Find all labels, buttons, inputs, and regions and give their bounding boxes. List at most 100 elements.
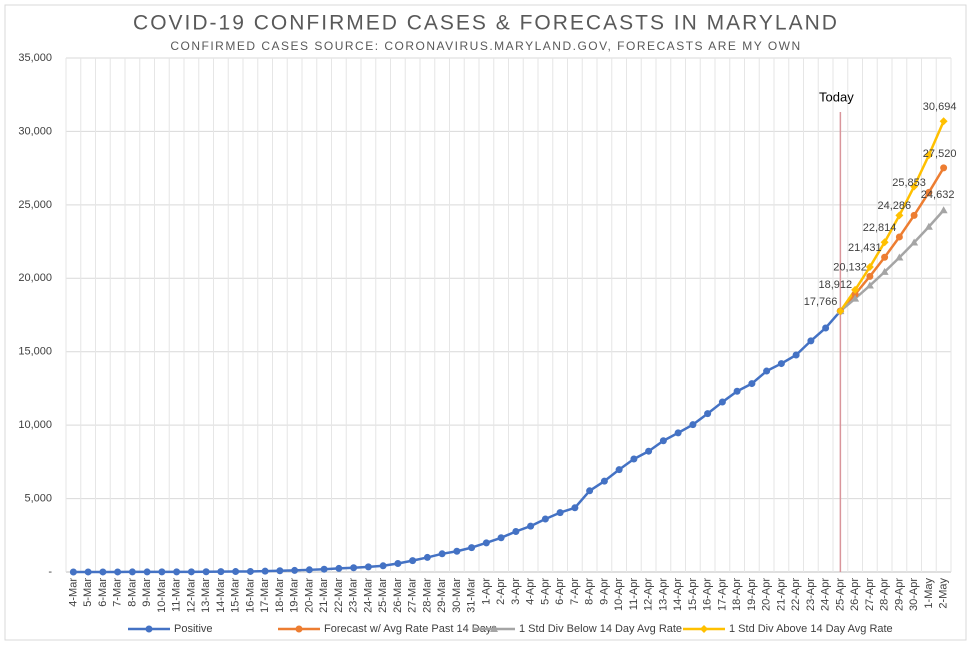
marker <box>158 568 166 576</box>
marker <box>512 527 520 535</box>
legend-label: 1 Std Div Below 14 Day Avg Rate <box>519 623 682 635</box>
x-tick-label: 25-Apr <box>834 578 846 611</box>
marker <box>128 568 136 576</box>
x-tick-label: 23-Mar <box>348 578 360 613</box>
marker <box>940 164 948 172</box>
marker <box>261 567 269 575</box>
marker <box>409 557 417 565</box>
x-tick-label: 15-Mar <box>230 578 242 613</box>
x-tick-label: 20-Mar <box>303 578 315 613</box>
x-tick-label: 31-Mar <box>466 578 478 613</box>
marker <box>851 285 860 294</box>
x-tick-label: 29-Apr <box>893 578 905 611</box>
x-tick-label: 9-Apr <box>598 578 610 605</box>
x-tick-label: 2-Apr <box>495 578 507 605</box>
marker <box>880 238 889 247</box>
x-tick-label: 5-Mar <box>82 578 94 607</box>
chart-title: COVID-19 CONFIRMED CASES & FORECASTS IN … <box>133 12 839 35</box>
x-tick-label: 7-Apr <box>569 578 581 605</box>
data-label: 30,694 <box>923 101 957 113</box>
marker <box>733 387 741 395</box>
marker <box>895 233 903 241</box>
y-tick-label: 10,000 <box>18 419 52 431</box>
marker <box>453 547 461 555</box>
marker <box>689 421 697 429</box>
x-tick-label: 24-Mar <box>362 578 374 613</box>
data-label: 18,912 <box>818 279 852 291</box>
marker <box>490 625 498 632</box>
marker <box>173 568 181 576</box>
x-tick-label: 11-Apr <box>628 578 640 611</box>
marker <box>659 437 667 445</box>
x-tick-label: 19-Apr <box>746 578 758 611</box>
marker <box>748 380 756 388</box>
x-tick-label: 24-Apr <box>820 578 832 611</box>
marker <box>291 566 299 574</box>
y-tick-label: 20,000 <box>18 272 52 284</box>
marker <box>497 534 505 542</box>
data-label: 22,814 <box>863 222 897 234</box>
marker <box>586 487 594 495</box>
x-tick-label: 30-Mar <box>451 578 463 613</box>
marker <box>910 211 918 219</box>
marker <box>925 188 933 196</box>
marker <box>851 290 859 298</box>
marker <box>556 509 564 517</box>
marker <box>335 564 343 572</box>
x-tick-label: 5-Apr <box>539 578 551 605</box>
marker <box>527 522 535 530</box>
marker <box>84 568 92 576</box>
data-label: 17,766 <box>804 296 838 308</box>
marker <box>836 307 845 316</box>
x-tick-label: 29-Mar <box>436 578 448 613</box>
marker <box>704 410 712 418</box>
x-tick-label: 18-Apr <box>731 578 743 611</box>
marker <box>320 565 328 573</box>
marker <box>700 625 708 633</box>
x-tick-label: 10-Apr <box>613 578 625 611</box>
x-tick-label: 12-Apr <box>643 578 655 611</box>
x-tick-label: 15-Apr <box>687 578 699 611</box>
data-label: 24,286 <box>877 200 911 212</box>
marker <box>865 281 874 289</box>
marker <box>924 151 933 160</box>
legend-label: Positive <box>174 623 213 635</box>
x-tick-label: 6-Mar <box>97 578 109 607</box>
marker <box>379 562 387 570</box>
x-tick-label: 20-Apr <box>761 578 773 611</box>
marker <box>145 625 153 633</box>
x-tick-label: 16-Mar <box>244 578 256 613</box>
x-tick-label: 14-Apr <box>672 578 684 611</box>
x-tick-label: 8-Mar <box>126 578 138 607</box>
x-tick-label: 4-Mar <box>67 578 79 607</box>
x-tick-label: 22-Apr <box>790 578 802 611</box>
x-tick-label: 1-Apr <box>480 578 492 605</box>
chart-border <box>4 4 967 641</box>
x-tick-label: 21-Apr <box>775 578 787 611</box>
x-tick-label: 10-Mar <box>156 578 168 613</box>
marker <box>851 294 860 302</box>
marker <box>600 477 608 485</box>
x-tick-label: 7-Mar <box>112 578 124 607</box>
x-tick-label: 17-Apr <box>716 578 728 611</box>
legend-label: 1 Std Div Above 14 Day Avg Rate <box>729 623 893 635</box>
x-tick-label: 11-Mar <box>171 578 183 612</box>
y-tick-label: 35,000 <box>18 52 52 64</box>
marker <box>792 351 800 359</box>
marker <box>939 206 948 214</box>
marker <box>541 515 549 523</box>
marker <box>615 466 623 474</box>
x-tick-label: 13-Apr <box>657 578 669 611</box>
marker <box>674 429 682 437</box>
x-tick-label: 13-Mar <box>200 578 212 613</box>
marker <box>880 267 889 275</box>
x-tick-label: 22-Mar <box>333 578 345 613</box>
marker <box>295 625 303 633</box>
marker <box>305 566 313 574</box>
marker <box>350 564 358 572</box>
x-tick-label: 17-Mar <box>259 578 271 613</box>
marker <box>865 262 874 271</box>
marker <box>468 544 476 552</box>
marker <box>202 568 210 576</box>
